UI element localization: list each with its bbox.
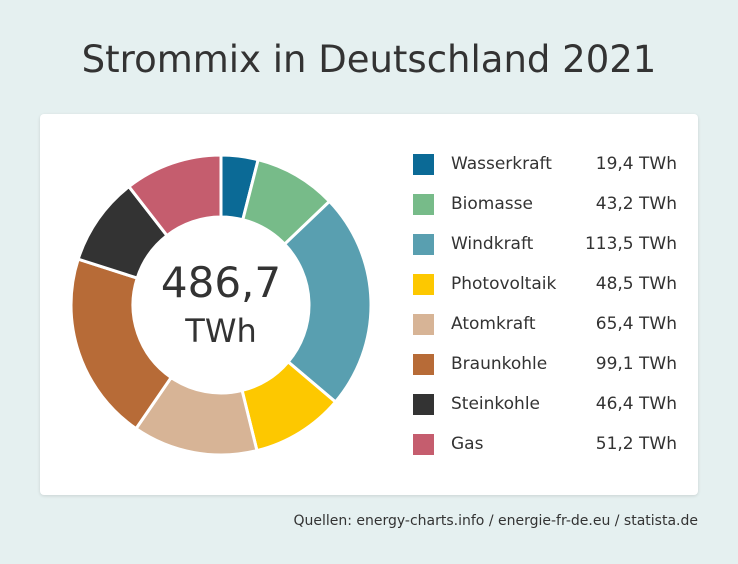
legend-label: Windkraft bbox=[451, 234, 534, 254]
legend-label: Biomasse bbox=[451, 194, 533, 214]
legend-swatch bbox=[413, 314, 434, 335]
legend-swatch bbox=[413, 234, 434, 255]
legend-item-wasserkraft: Wasserkraft 19,4 TWh bbox=[413, 152, 677, 192]
legend-value: 48,5 TWh bbox=[595, 274, 677, 294]
legend-value: 113,5 TWh bbox=[584, 234, 677, 254]
legend-swatch bbox=[413, 394, 434, 415]
legend-label: Photovoltaik bbox=[451, 274, 557, 294]
legend-value: 19,4 TWh bbox=[595, 154, 677, 174]
legend-label: Wasserkraft bbox=[451, 154, 552, 174]
legend-value: 65,4 TWh bbox=[595, 314, 677, 334]
chart-title: Strommix in Deutschland 2021 bbox=[81, 38, 657, 81]
legend-value: 51,2 TWh bbox=[595, 434, 677, 454]
legend-label: Steinkohle bbox=[451, 394, 541, 414]
legend-swatch bbox=[413, 354, 434, 375]
legend-item-braunkohle: Braunkohle 99,1 TWh bbox=[413, 352, 677, 392]
legend-label: Atomkraft bbox=[451, 314, 536, 334]
source-note: Quellen: energy-charts.info / energie-fr… bbox=[293, 513, 698, 529]
legend-label: Gas bbox=[451, 434, 484, 454]
legend: Wasserkraft 19,4 TWh Biomasse 43,2 TWh W… bbox=[413, 152, 677, 472]
total-value: 486,7 bbox=[160, 258, 282, 307]
legend-item-biomasse: Biomasse 43,2 TWh bbox=[413, 192, 677, 232]
donut-slice-windkraft bbox=[282, 199, 370, 405]
chart-card: 486,7 TWh Wasserkraft 19,4 TWh Biomasse … bbox=[40, 114, 698, 495]
legend-item-gas: Gas 51,2 TWh bbox=[413, 432, 677, 472]
legend-swatch bbox=[413, 274, 434, 295]
legend-value: 46,4 TWh bbox=[595, 394, 677, 414]
legend-label: Braunkohle bbox=[451, 354, 548, 374]
total-unit: TWh bbox=[185, 312, 257, 350]
legend-swatch bbox=[413, 194, 434, 215]
donut-slice-gas bbox=[126, 153, 223, 238]
legend-item-steinkohle: Steinkohle 46,4 TWh bbox=[413, 392, 677, 432]
donut-chart bbox=[69, 153, 370, 457]
legend-swatch bbox=[413, 154, 434, 175]
legend-value: 43,2 TWh bbox=[595, 194, 677, 214]
legend-value: 99,1 TWh bbox=[595, 354, 677, 374]
legend-item-photovoltaik: Photovoltaik 48,5 TWh bbox=[413, 272, 677, 312]
legend-item-atomkraft: Atomkraft 65,4 TWh bbox=[413, 312, 677, 352]
legend-swatch bbox=[413, 434, 434, 455]
legend-item-windkraft: Windkraft 113,5 TWh bbox=[413, 232, 677, 272]
